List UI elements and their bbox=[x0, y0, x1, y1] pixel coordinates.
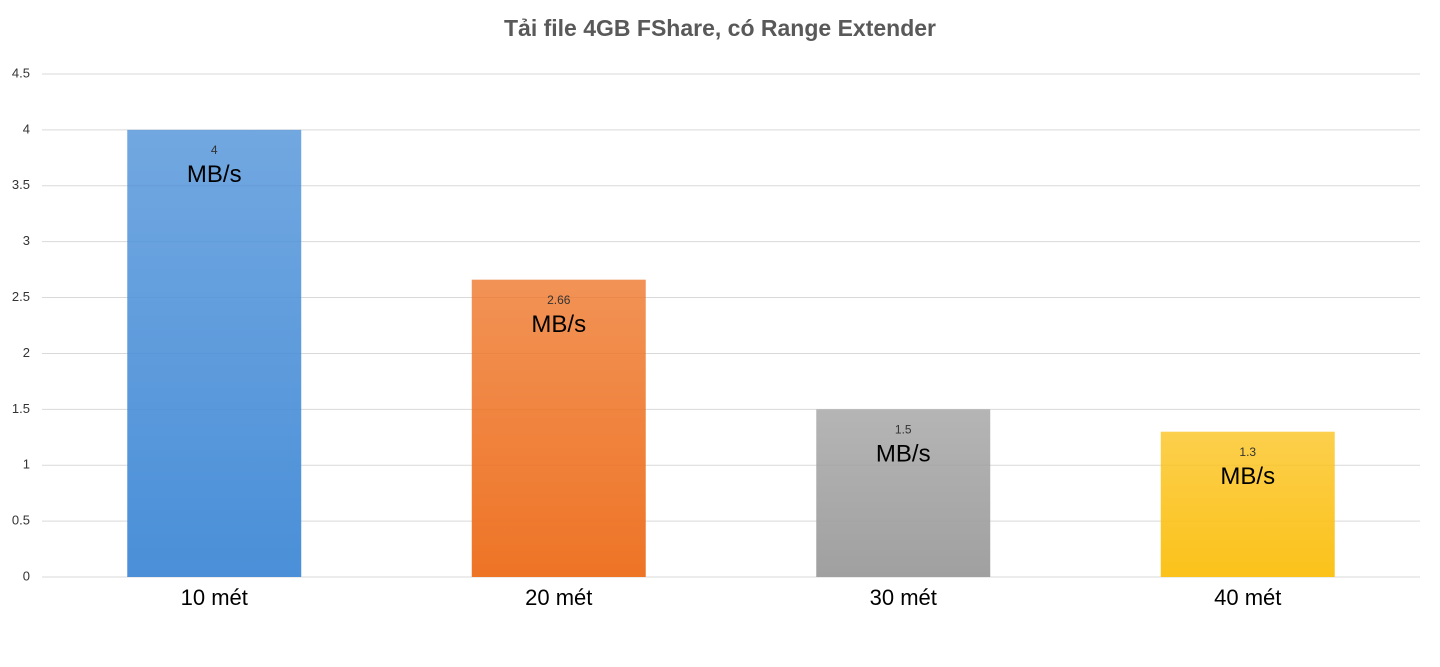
y-tick-label: 4 bbox=[23, 121, 30, 136]
data-label: 1.5 bbox=[895, 423, 912, 437]
bar bbox=[1160, 431, 1335, 577]
data-label: 1.3 bbox=[1239, 445, 1256, 459]
chart-title: Tải file 4GB FShare, có Range Extender bbox=[504, 15, 936, 41]
y-tick-label: 2 bbox=[23, 345, 30, 360]
y-tick-label: 1 bbox=[23, 457, 30, 472]
data-unit-label: MB/s bbox=[1220, 463, 1275, 490]
x-tick-label: 20 mét bbox=[525, 585, 592, 610]
y-tick-label: 3 bbox=[23, 233, 30, 248]
y-tick-label: 4.5 bbox=[12, 65, 30, 80]
data-unit-label: MB/s bbox=[187, 161, 242, 188]
y-tick-label: 3.5 bbox=[12, 177, 30, 192]
x-tick-label: 10 mét bbox=[181, 585, 248, 610]
bar bbox=[127, 129, 302, 577]
y-tick-label: 2.5 bbox=[12, 289, 30, 304]
data-label: 2.66 bbox=[547, 293, 571, 307]
data-label: 4 bbox=[211, 143, 218, 157]
bar bbox=[471, 279, 646, 577]
y-tick-label: 0.5 bbox=[12, 513, 30, 528]
x-tick-label: 30 mét bbox=[870, 585, 937, 610]
x-tick-label: 40 mét bbox=[1214, 585, 1281, 610]
data-unit-label: MB/s bbox=[876, 441, 931, 468]
y-tick-label: 0 bbox=[23, 568, 30, 583]
y-tick-label: 1.5 bbox=[12, 401, 30, 416]
data-unit-label: MB/s bbox=[531, 311, 586, 338]
bar bbox=[816, 409, 991, 577]
